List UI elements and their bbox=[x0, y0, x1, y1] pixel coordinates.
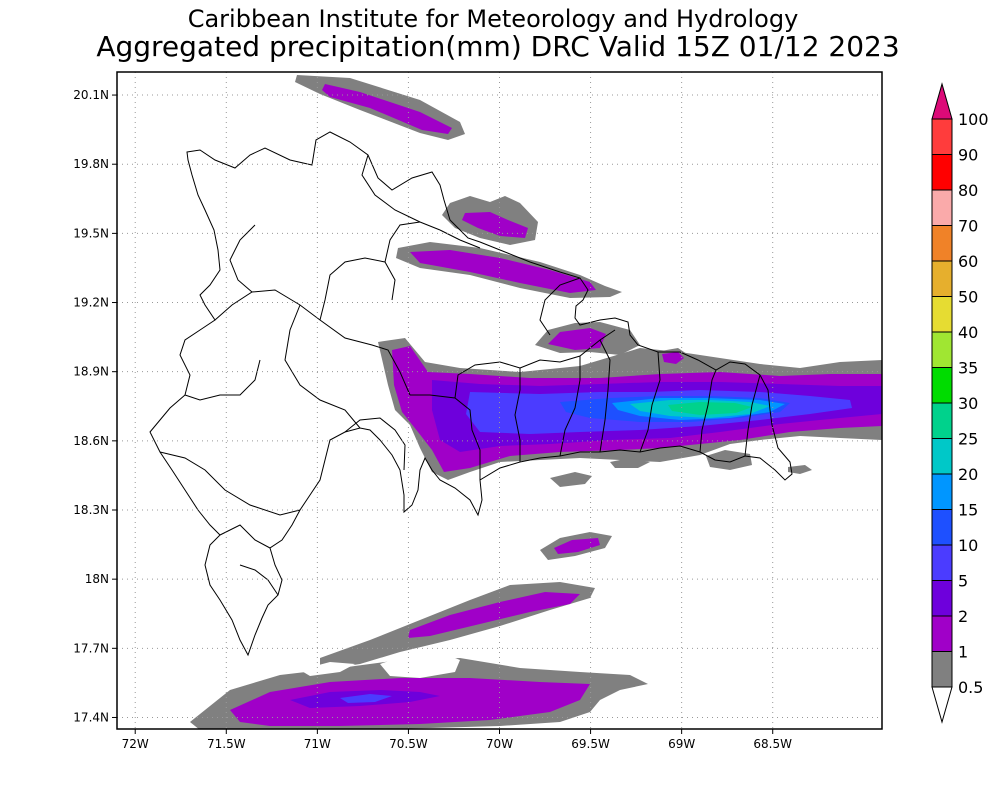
x-tick-label: 70.5W bbox=[389, 737, 428, 751]
province-line-19 bbox=[184, 359, 261, 401]
precip-patch-se-2 bbox=[788, 465, 812, 474]
province-line-18 bbox=[344, 417, 406, 471]
colorbar-segment bbox=[931, 260, 953, 297]
longitude-axis: 72W 71.5W 71W 70.5W 70W 69.5W 69W 68.5W bbox=[122, 729, 792, 751]
province-line-6 bbox=[439, 229, 481, 249]
x-tick-label: 71W bbox=[304, 737, 331, 751]
colorbar-segment bbox=[931, 473, 953, 510]
province-line-10 bbox=[599, 339, 611, 453]
colorbar-bottom-arrow bbox=[931, 686, 953, 724]
colorbar-segment bbox=[931, 580, 953, 617]
colorbar-label: 10 bbox=[958, 536, 978, 555]
admin-borders bbox=[149, 131, 793, 657]
colorbar-label: 5 bbox=[958, 572, 968, 591]
y-tick-label: 19.8N bbox=[73, 157, 109, 171]
precip-gap-2 bbox=[300, 662, 355, 676]
province-line-14 bbox=[559, 356, 581, 457]
province-line-22 bbox=[539, 277, 581, 336]
colorbar-label: 20 bbox=[958, 465, 978, 484]
precip-patch-ne-1-core bbox=[662, 352, 684, 364]
map-title-institute: Caribbean Institute for Meteorology and … bbox=[188, 5, 799, 33]
province-line-12 bbox=[699, 369, 717, 453]
precip-patch-sd-2 bbox=[610, 458, 650, 468]
precip-band-north-core bbox=[322, 84, 452, 134]
latitude-axis: 20.1N 19.8N 19.5N 19.2N 18.9N 18.6N 18.3N 18N 17… bbox=[73, 88, 117, 724]
precip-south-band-1-core bbox=[408, 592, 580, 638]
precip-south-band-2-blue bbox=[340, 694, 392, 703]
y-tick-label: 17.7N bbox=[73, 641, 109, 655]
colorbar-label: 70 bbox=[958, 217, 978, 236]
province-line-11 bbox=[639, 351, 661, 453]
colorbar-label: 1 bbox=[958, 643, 968, 662]
colorbar-label: 2 bbox=[958, 607, 968, 626]
x-tick-label: 69.5W bbox=[571, 737, 610, 751]
colorbar-label: 50 bbox=[958, 288, 978, 307]
precip-patch-1808-core bbox=[554, 538, 600, 554]
y-tick-label: 19.2N bbox=[73, 296, 109, 310]
colorbar-label: 35 bbox=[958, 359, 978, 378]
province-line-21 bbox=[284, 304, 361, 429]
colorbar-segment bbox=[931, 615, 953, 652]
precip-main-band-teal bbox=[668, 402, 752, 415]
colorbar-segment bbox=[931, 651, 953, 688]
x-tick-label: 68.5W bbox=[753, 737, 792, 751]
colorbar-segment bbox=[931, 154, 953, 191]
colorbar-label: 0.5 bbox=[958, 678, 983, 697]
y-tick-label: 17.4N bbox=[73, 710, 109, 724]
province-line-20 bbox=[159, 451, 301, 516]
y-tick-label: 18N bbox=[85, 572, 109, 586]
colorbar-segment bbox=[931, 118, 953, 155]
province-line-15 bbox=[514, 368, 521, 462]
colorbar-label: 80 bbox=[958, 181, 978, 200]
y-tick-label: 18.6N bbox=[73, 434, 109, 448]
map-plot-area: 72W 71.5W 71W 70.5W 70W 69.5W 69W 68.5W 20.1N 19… bbox=[73, 71, 883, 751]
colorbar-label: 100 bbox=[958, 110, 989, 129]
colorbar-segment bbox=[931, 331, 953, 368]
y-tick-label: 19.5N bbox=[73, 226, 109, 240]
province-line-7 bbox=[410, 394, 481, 480]
colorbar-segment bbox=[931, 402, 953, 439]
colorbar-segment bbox=[931, 189, 953, 226]
colorbar-segment bbox=[931, 225, 953, 262]
x-tick-label: 69W bbox=[668, 737, 695, 751]
y-tick-label: 20.1N bbox=[73, 88, 109, 102]
colorbar-segment bbox=[931, 296, 953, 333]
colorbar-top-arrow bbox=[931, 82, 953, 120]
colorbar-segment bbox=[931, 544, 953, 581]
province-line-4 bbox=[361, 154, 441, 231]
province-line-3 bbox=[319, 257, 396, 321]
map-title-product: Aggregated precipitation(mm) DRC Valid 1… bbox=[96, 30, 899, 63]
precip-patch-se-1 bbox=[706, 450, 752, 470]
colorbar-label: 40 bbox=[958, 323, 978, 342]
province-line-5 bbox=[384, 221, 421, 263]
precip-band-19n-core bbox=[410, 250, 596, 293]
colorbar-segment bbox=[931, 438, 953, 475]
colorbar-segment bbox=[931, 367, 953, 404]
y-tick-label: 18.9N bbox=[73, 365, 109, 379]
province-line-17 bbox=[239, 564, 279, 596]
precip-samana-core bbox=[462, 212, 528, 238]
colorbar-label: 60 bbox=[958, 252, 978, 271]
colorbar-label: 15 bbox=[958, 501, 978, 520]
x-tick-label: 72W bbox=[122, 737, 149, 751]
precip-patch-sd-1 bbox=[550, 472, 592, 487]
colorbar-segment bbox=[931, 509, 953, 546]
precip-patch-1897-core bbox=[548, 328, 606, 350]
province-line-2 bbox=[229, 224, 256, 293]
y-tick-label: 18.3N bbox=[73, 503, 109, 517]
precipitation-field bbox=[190, 75, 882, 729]
province-line-9 bbox=[519, 329, 616, 369]
x-tick-label: 71.5W bbox=[207, 737, 246, 751]
colorbar-label: 25 bbox=[958, 430, 978, 449]
x-tick-label: 70W bbox=[486, 737, 513, 751]
province-line-16 bbox=[219, 524, 271, 549]
province-line-13 bbox=[744, 374, 761, 457]
colorbar-label: 30 bbox=[958, 394, 978, 413]
colorbar-label: 90 bbox=[958, 146, 978, 165]
precip-gap-1 bbox=[380, 652, 460, 678]
province-line-8 bbox=[454, 361, 521, 399]
map-frame bbox=[116, 71, 883, 730]
